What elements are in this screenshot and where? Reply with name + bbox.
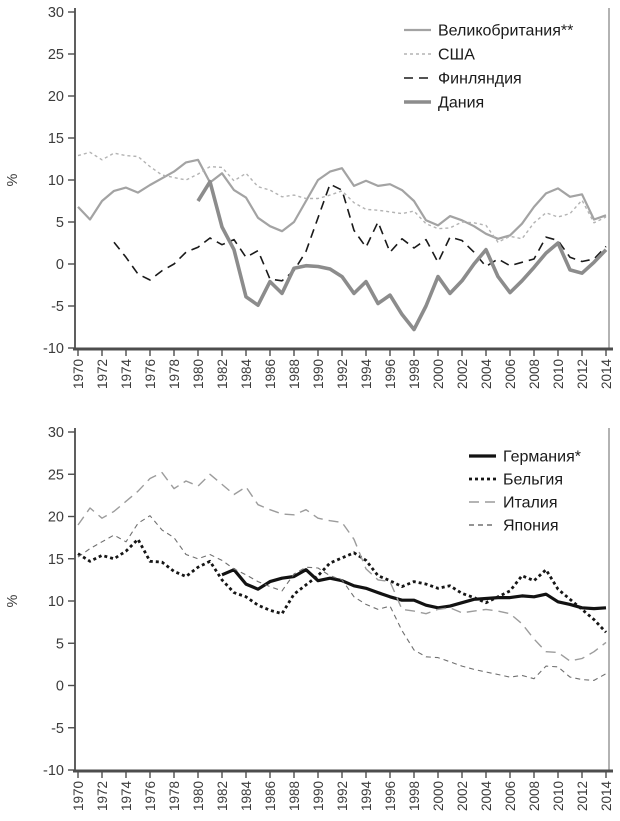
legend-label-3: Япония xyxy=(503,518,559,535)
y-tick-label: 0 xyxy=(56,257,64,273)
x-tick-label: 1992 xyxy=(335,359,350,389)
x-tick-label: 1978 xyxy=(167,359,182,389)
y-tick-label: 15 xyxy=(48,131,64,147)
x-tick-label: 2010 xyxy=(551,781,566,811)
x-tick-label: 1984 xyxy=(239,359,254,390)
x-tick-label: 1980 xyxy=(191,359,206,389)
y-axis-label: % xyxy=(5,173,21,186)
x-tick-label: 1994 xyxy=(359,359,374,390)
x-tick-label: 2002 xyxy=(455,781,470,811)
x-tick-label: 2000 xyxy=(431,359,446,389)
x-tick-label: 1974 xyxy=(119,359,134,390)
x-tick-label: 2004 xyxy=(479,359,494,390)
y-tick-label: 20 xyxy=(48,89,64,105)
x-tick-label: 1972 xyxy=(95,359,110,389)
x-tick-label: 1982 xyxy=(215,359,230,389)
x-tick-label: 1986 xyxy=(263,359,278,389)
y-tick-label: 30 xyxy=(48,425,64,441)
x-tick-label: 1984 xyxy=(239,781,254,812)
y-tick-label: -10 xyxy=(43,763,64,779)
y-tick-label: 20 xyxy=(48,510,64,526)
legend-label-2: Италия xyxy=(503,495,557,512)
y-tick-label: 25 xyxy=(48,467,64,483)
bottom-chart-canvas: 30 25 20 15 10 5 0 -5 -10% 1970 1972 1974 1976 1978 19… xyxy=(5,425,614,812)
x-tick-label: 1982 xyxy=(215,781,230,811)
legend-label-3: Дания xyxy=(438,95,484,112)
x-tick-label: 1972 xyxy=(95,781,110,811)
x-tick-label: 1986 xyxy=(263,781,278,811)
y-tick-label: 25 xyxy=(48,47,64,63)
x-tick-label: 1996 xyxy=(383,781,398,811)
x-tick-label: 2014 xyxy=(599,781,614,812)
x-tick-label: 2000 xyxy=(431,781,446,811)
x-tick-label: 2006 xyxy=(503,359,518,389)
x-tick-label: 1990 xyxy=(311,359,326,389)
series-line-3 xyxy=(196,179,608,332)
x-tick-label: 1976 xyxy=(143,781,158,811)
x-tick-label: 2010 xyxy=(551,359,566,389)
x-tick-label: 1976 xyxy=(143,359,158,389)
x-tick-label: 1980 xyxy=(191,781,206,811)
x-tick-label: 2012 xyxy=(575,781,590,811)
x-tick-label: 2008 xyxy=(527,781,542,811)
legend-label-2: Финляндия xyxy=(438,71,522,88)
series-line-0 xyxy=(77,158,607,240)
series-line-1 xyxy=(77,537,608,634)
y-tick-label: 0 xyxy=(56,679,64,695)
x-tick-label: 1992 xyxy=(335,781,350,811)
x-tick-label: 1988 xyxy=(287,359,302,389)
x-tick-label: 2002 xyxy=(455,359,470,389)
y-tick-label: -5 xyxy=(51,299,64,315)
top-chart-canvas: 30 25 20 15 10 5 0 -5 -10% 1970 1972 1974 1976 1978 19… xyxy=(5,5,614,390)
legend-label-0: Великобритания** xyxy=(438,23,573,40)
x-tick-label: 1974 xyxy=(119,781,134,812)
x-tick-label: 1970 xyxy=(71,359,86,389)
x-tick-label: 2004 xyxy=(479,781,494,812)
y-tick-label: 5 xyxy=(56,636,64,652)
x-tick-label: 1988 xyxy=(287,781,302,811)
x-tick-label: 1998 xyxy=(407,781,422,811)
legend-label-0: Германия* xyxy=(503,449,581,466)
y-tick-label: -10 xyxy=(43,341,64,357)
series-line-0 xyxy=(221,568,607,611)
y-axis-label: % xyxy=(5,594,21,607)
y-tick-label: 15 xyxy=(48,552,64,568)
x-tick-label: 1998 xyxy=(407,359,422,389)
x-tick-label: 2008 xyxy=(527,359,542,389)
x-tick-label: 1970 xyxy=(71,781,86,811)
x-tick-label: 1978 xyxy=(167,781,182,811)
top-chart-figure: 30 25 20 15 10 5 0 -5 -10% 1970 1972 1974 1976 1978 19… xyxy=(5,5,614,390)
x-tick-label: 2006 xyxy=(503,781,518,811)
x-tick-label: 1994 xyxy=(359,781,374,812)
legend-label-1: Бельгия xyxy=(503,472,563,489)
x-tick-label: 1996 xyxy=(383,359,398,389)
y-tick-label: 5 xyxy=(56,215,64,231)
series-line-1 xyxy=(77,151,607,243)
series-line-3 xyxy=(77,515,607,681)
series-line-2 xyxy=(113,183,607,282)
bottom-chart-figure: 30 25 20 15 10 5 0 -5 -10% 1970 1972 1974 1976 1978 19… xyxy=(0,412,620,821)
y-tick-label: 10 xyxy=(48,594,64,610)
x-tick-label: 1990 xyxy=(311,781,326,811)
y-tick-label: -5 xyxy=(51,721,64,737)
series-line-2 xyxy=(77,471,607,662)
y-tick-label: 10 xyxy=(48,173,64,189)
x-tick-label: 2012 xyxy=(575,359,590,389)
y-tick-label: 30 xyxy=(48,5,64,21)
legend-label-1: США xyxy=(438,47,475,64)
x-tick-label: 2014 xyxy=(599,359,614,390)
